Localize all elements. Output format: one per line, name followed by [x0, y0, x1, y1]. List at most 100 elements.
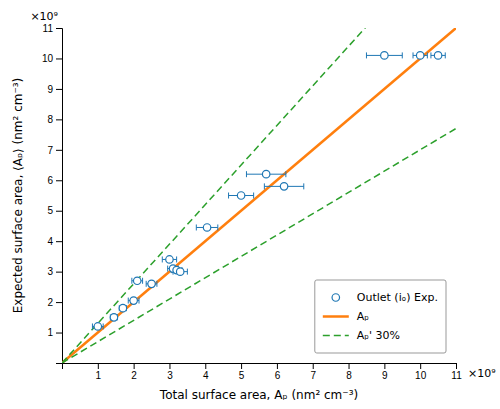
point [416, 52, 423, 59]
x-tick-label: 9 [382, 370, 388, 381]
x-tick-mark [277, 363, 278, 369]
point [203, 224, 210, 231]
legend-item: Outlet (iₒ) Exp. [332, 291, 438, 304]
error-bar-cap [427, 52, 428, 58]
error-bar [229, 193, 254, 199]
y-tick-mark [56, 180, 62, 181]
x-tick-label: 10 [415, 370, 427, 381]
y-tick-label: 1 [47, 327, 53, 338]
y-tick: 11 [43, 23, 62, 34]
y-tick: 9 [47, 84, 62, 95]
error-bar-cap [246, 171, 247, 177]
error-bar [119, 305, 126, 311]
error-bar-cap [228, 193, 229, 199]
error-bar [413, 52, 427, 58]
error-bar [431, 52, 445, 58]
x-tick-label: 6 [275, 370, 281, 381]
error-bar [110, 314, 117, 320]
error-bar-cap [303, 183, 304, 189]
y-tick-label: 8 [47, 114, 53, 125]
error-bar [196, 224, 217, 230]
error-bar [92, 323, 103, 329]
legend-box [315, 280, 446, 353]
point [119, 304, 126, 311]
y-tick-mark [56, 211, 62, 212]
y-tick-mark [56, 333, 62, 334]
error-bar-cap [402, 52, 403, 58]
x-tick-mark [169, 363, 170, 369]
x-tick: 9 [382, 363, 388, 381]
x-tick: 3 [167, 363, 173, 381]
y-tick-mark [56, 119, 62, 120]
legend-line [323, 315, 349, 318]
x-tick-label: 3 [167, 370, 173, 381]
annotation: ×10⁹ [468, 367, 496, 380]
chart: 12345678910111234567891011Total surface … [0, 0, 500, 409]
y-tick-label: 6 [47, 175, 53, 186]
error-bar-cap [285, 171, 286, 177]
error-bar [162, 256, 176, 262]
error-bar-cap [264, 183, 265, 189]
y-tick: 7 [47, 145, 62, 156]
x-tick-mark [456, 363, 457, 369]
y-tick-mark [56, 89, 62, 90]
error-bar [132, 278, 143, 284]
x-tick-label: 11 [451, 370, 462, 381]
error-bar-cap [131, 278, 132, 284]
error-bar-cap [142, 278, 143, 284]
fit-line [62, 28, 456, 363]
y-tick-mark [56, 28, 62, 29]
x-axis-title: Total surface area, Aₚ (nm² cm⁻³) [159, 388, 358, 402]
marks [62, 28, 456, 363]
x-tick: 5 [239, 363, 245, 381]
x-tick: 10 [415, 363, 427, 381]
legend: Outlet (iₒ) Exp.AₚAₚ' 30% [315, 280, 446, 353]
point [176, 268, 183, 275]
x-tick: 1 [96, 363, 102, 381]
x-tick-label: 7 [310, 370, 316, 381]
point [110, 314, 117, 321]
point [280, 183, 287, 190]
x-tick-label: 1 [96, 370, 102, 381]
point [262, 170, 269, 177]
y-tick-label: 3 [47, 266, 53, 277]
error-bar-cap [253, 193, 254, 199]
y-tick: 3 [47, 266, 62, 277]
x-tick-label: 2 [131, 370, 137, 381]
y-tick-label: 9 [47, 84, 53, 95]
error-bar-cap [366, 52, 367, 58]
y-tick: 6 [47, 175, 62, 186]
x-tick-label: 8 [346, 370, 352, 381]
point [166, 256, 173, 263]
point [148, 280, 155, 287]
error-bar-cap [156, 281, 157, 287]
y-tick: 10 [42, 53, 62, 64]
x-tick-mark [420, 363, 421, 369]
point [434, 52, 441, 59]
y-tick-label: 4 [47, 236, 53, 247]
point [133, 277, 140, 284]
y-tick-label: 2 [47, 297, 53, 308]
error-bar [366, 52, 402, 58]
x-tick-mark [241, 363, 242, 369]
y-tick-label: 11 [43, 23, 54, 34]
error-bar [246, 171, 285, 177]
point [94, 323, 101, 330]
y-tick: 4 [47, 236, 62, 247]
error-bar [128, 298, 139, 304]
legend-marker [332, 294, 339, 301]
x-tick-mark [349, 363, 350, 369]
y-tick-mark [56, 272, 62, 273]
error-bar-cap [176, 256, 177, 262]
legend-item: Aₚ [323, 310, 370, 323]
point [237, 192, 244, 199]
x-tick: 8 [346, 363, 352, 381]
band-upper-line [62, 28, 456, 363]
point [130, 297, 137, 304]
y-tick-label: 7 [47, 145, 53, 156]
y-axis-line [56, 29, 63, 364]
error-bar-cap [413, 52, 414, 58]
x-tick: 4 [203, 363, 209, 381]
x-tick: 6 [275, 363, 281, 381]
y-axis: 1234567891011 [42, 23, 63, 364]
